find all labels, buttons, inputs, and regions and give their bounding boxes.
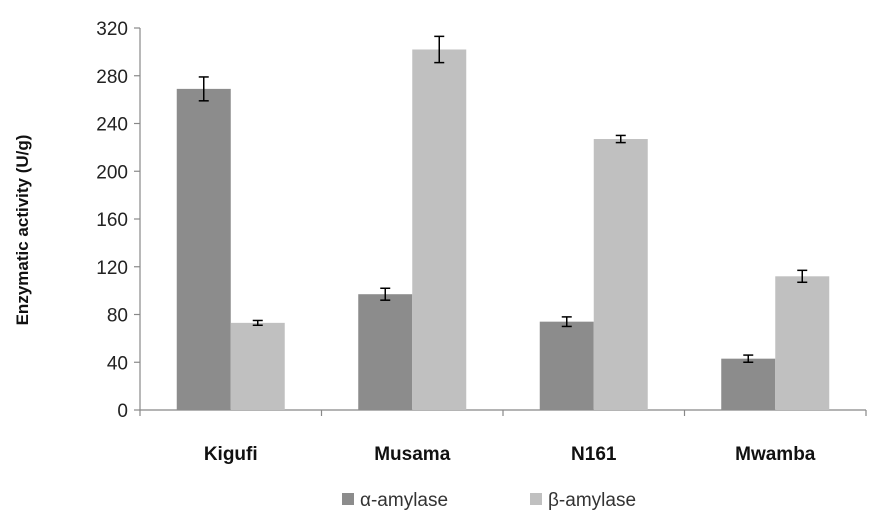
category-label: Mwamba xyxy=(735,444,816,465)
legend-label: α-amylase xyxy=(360,490,448,511)
bar-alpha-amylase xyxy=(176,88,231,410)
legend: α-amylase β-amylase xyxy=(342,490,636,511)
y-tick-label: 0 xyxy=(117,401,128,422)
category-label: Kigufi xyxy=(204,444,258,465)
y-tick-label: 120 xyxy=(96,258,128,279)
y-tick-label: 40 xyxy=(107,353,128,374)
bar-beta-amylase xyxy=(775,276,830,410)
bar-alpha-amylase xyxy=(721,358,776,410)
legend-swatch xyxy=(342,493,354,505)
error-bars xyxy=(198,35,808,363)
bar-alpha-amylase xyxy=(539,321,594,410)
y-tick-label: 240 xyxy=(96,115,128,136)
bars xyxy=(176,49,830,411)
category-label: Musama xyxy=(374,444,450,465)
y-axis-label: Enzymatic activity (U/g) xyxy=(13,135,32,326)
bar-beta-amylase xyxy=(412,49,467,411)
y-tick-label: 80 xyxy=(107,306,128,327)
y-tick-label: 320 xyxy=(96,19,128,40)
category-label: N161 xyxy=(571,444,617,465)
y-tick-label: 200 xyxy=(96,162,128,183)
y-tick-labels: 0 40 80 120 160 200 240 280 320 xyxy=(96,19,128,422)
category-labels: Kigufi Musama N161 Mwamba xyxy=(204,444,816,465)
legend-label: β-amylase xyxy=(548,490,636,511)
bar-beta-amylase xyxy=(230,322,285,410)
bar-alpha-amylase xyxy=(358,294,413,410)
bar-beta-amylase xyxy=(593,139,648,411)
y-tick-label: 280 xyxy=(96,67,128,88)
legend-swatch xyxy=(530,493,542,505)
y-tick-label: 160 xyxy=(96,210,128,231)
